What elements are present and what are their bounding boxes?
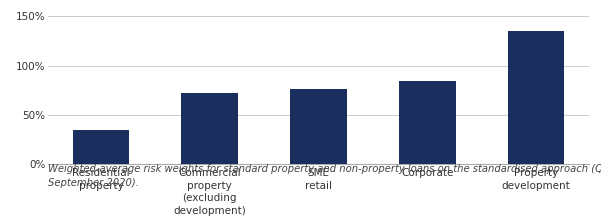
- Bar: [508, 31, 564, 164]
- Bar: [290, 89, 347, 164]
- Bar: [73, 130, 129, 164]
- Bar: [399, 80, 456, 164]
- Text: Weighted-average risk weights for standard property and non-property loans on th: Weighted-average risk weights for standa…: [48, 164, 601, 187]
- Bar: [182, 93, 238, 164]
